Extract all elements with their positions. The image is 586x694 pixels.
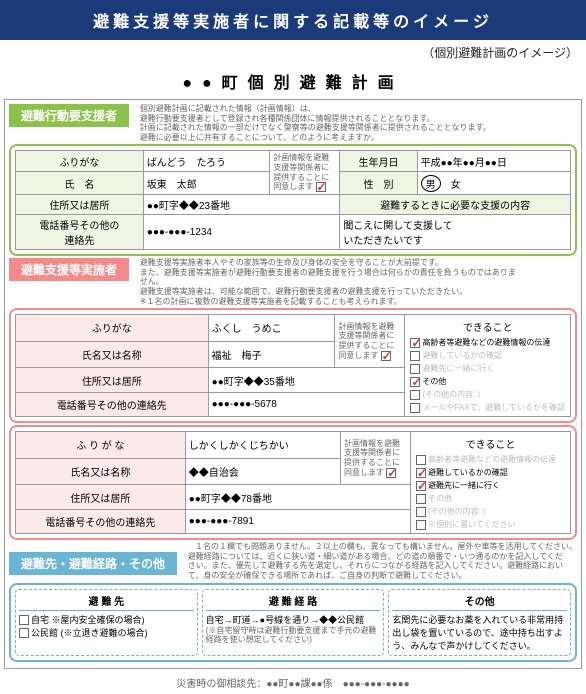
cando-title: できること [414, 434, 567, 453]
support-text: 聞こえに関して支援して いただきたいです [340, 215, 571, 250]
route-note: (※自宅留守時は避難行動要支援まで手元の避難経路を使い想定してください) [206, 626, 381, 645]
cando-item: メールやFAXで、避難しているかを確認 [408, 401, 567, 414]
section2-hint: 避難支援等実施者本人やその家族等の生命及び身体の安全を守ることが大前提です。 ま… [140, 258, 520, 306]
footer-contact: 災害時の御相談先：●●町●●課●●係 ●●●-●●●-●●●● [0, 671, 586, 694]
s2-furigana: しかくしかくじちかい [185, 432, 340, 459]
other-text: 玄関先に必要なお薬を入れている非常用持出し袋を置いているので、途中持ち出すよう、… [392, 613, 567, 652]
route-col: 避 難 経 路 自宅→町道→●号線を通り→◆◆公民館 (※自宅留守時は避難行動要… [202, 589, 385, 656]
sex-value: 男 女 [417, 172, 570, 195]
section-route: 避難先・避難経路・その他 避難経路については、近くに狭い道・細い道がある場合、ど… [9, 552, 577, 662]
s2-addr: ●●町字◆◆78番地 [185, 485, 410, 509]
section3-hint: 避難経路については、近くに狭い道・細い道がある場合、どの道の順番で・いつ通るのか… [188, 552, 568, 581]
route-text: 自宅→町道→●号線を通り→◆◆公民館 [206, 613, 381, 626]
section2-note: １名の１欄でも問題ありません。２以上の欄も、異なっても構いません。屋外や車等を活… [9, 542, 577, 552]
name-value: 坂東 太郎 [143, 172, 270, 195]
dest-title: 避 難 先 [19, 593, 194, 611]
section-supporters: 避難支援等実施者 避難支援等実施者本人やその家族等の生命及び身体の安全を守ること… [9, 258, 577, 552]
s2-tel: ●●●-●●●-7891 [185, 509, 410, 533]
checkbox-icon [410, 364, 420, 374]
name-label: 氏 名 [16, 172, 144, 195]
person-table: ふりがな ばんどう たろう 計画情報を避難 支援等関係者に 提供することに 同意… [15, 150, 571, 250]
checkbox-icon [416, 520, 426, 530]
s1-addr: ●●町字◆◆35番地 [208, 368, 405, 392]
checkbox-icon [19, 615, 29, 625]
s1-name-label: 氏名又は名称 [16, 341, 209, 368]
checkbox-icon [410, 390, 420, 400]
cando-title: できること [408, 317, 567, 336]
cando-item: 高齢者等避難などの避難情報の伝達 [408, 336, 567, 349]
tel-value: ●●●-●●●-1234 [143, 215, 340, 250]
s1-tel: ●●●-●●●-5678 [208, 392, 405, 416]
cando-item: 避難先に一緒に行く [414, 479, 567, 492]
other-title: その他 [392, 593, 567, 611]
furigana-label: ふりがな [16, 151, 144, 172]
route-title: 避 難 経 路 [206, 593, 381, 611]
sex-label: 性 別 [340, 172, 417, 195]
banner-title: 避難支援等実施者に関する記載等のイメージ [0, 0, 586, 40]
address-value: ●●町字◆◆23番地 [143, 195, 340, 215]
checkbox-icon [416, 468, 426, 478]
cando-item: 避難先に一緒に行く [408, 362, 567, 375]
cando-item: その他 [408, 375, 567, 388]
checkbox-icon [410, 338, 420, 348]
support-label: 避難するときに必要な支援の内容 [340, 195, 571, 215]
main-title: ●●町個別避難計画 [0, 65, 586, 97]
cando-item: (その他の内容: ) [408, 388, 567, 401]
cando-item: 避難しているかの確認 [408, 349, 567, 362]
dest-item: 公民館 (※立退き避難の場合) [19, 626, 194, 639]
cando-item: (その他の内容: ) [414, 505, 567, 518]
s1-furigana-label: ふりがな [16, 315, 209, 342]
s2-cando: できること 高齢者等避難などの避難情報の伝達避難しているかの確認避難先に一緒に行… [411, 432, 571, 534]
s2-consent: 計画情報を避難 支援等関係者に 提供することに 同意します [341, 432, 411, 485]
cando-item: ※個別に書いてください [414, 518, 567, 531]
section2-label: 避難支援等実施者 [9, 258, 129, 281]
cando-item: その他 [414, 492, 567, 505]
subtitle: （個別避難計画のイメージ） [0, 40, 586, 65]
checkbox-icon [410, 403, 420, 413]
supporter-1: ふりがな ふくし うめこ 計画情報を避難 支援等関係者に 提供することに 同意し… [9, 308, 577, 423]
dest-item: 自宅 ※屋内安全確保の場合) [19, 613, 194, 626]
supporter-2: ふ り が な しかくしかくじちかい 計画情報を避難 支援等関係者に 提供するこ… [9, 425, 577, 540]
address-label: 住所又は居所 [16, 195, 144, 215]
consent-check-icon [316, 182, 326, 192]
other-col: その他 玄関先に必要なお薬を入れている非常用持出し袋を置いているので、途中持ち出… [388, 589, 571, 656]
section3-label: 避難先・避難経路・その他 [9, 552, 177, 575]
furigana-value: ばんどう たろう [143, 151, 270, 172]
consent-check-icon [381, 351, 391, 361]
s2-furigana-label: ふ り が な [16, 432, 186, 459]
s2-name-label: 氏名又は名称 [16, 458, 186, 485]
checkbox-icon [416, 455, 426, 465]
consent-check-icon [386, 468, 396, 478]
section-supported-person: 避難行動要支援者 個別避難計画に記載された情報（計画情報）は、 避難行動要支援者… [9, 104, 577, 256]
dest-col: 避 難 先 自宅 ※屋内安全確保の場合)公民館 (※立退き避難の場合) [15, 589, 198, 656]
cando-item: 高齢者等避難などの避難情報の伝達 [414, 453, 567, 466]
birth-value: 平成●●年●●月●●日 [417, 151, 570, 172]
checkbox-icon [410, 377, 420, 387]
section1-label: 避難行動要支援者 [9, 104, 129, 127]
cando-item: 避難しているかの確認 [414, 466, 567, 479]
s2-tel-label: 電話番号その他の連絡先 [16, 509, 186, 533]
s1-consent: 計画情報を避難 支援等関係者に 提供することに 同意します [335, 315, 405, 368]
s1-tel-label: 電話番号その他の連絡先 [16, 392, 209, 416]
s1-furigana: ふくし うめこ [208, 315, 335, 342]
birth-label: 生年月日 [340, 151, 417, 172]
s1-cando: できること 高齢者等避難などの避難情報の伝達避難しているかの確認避難先に一緒に行… [405, 315, 571, 417]
checkbox-icon [416, 507, 426, 517]
tel-label: 電話番号その他の 連絡先 [16, 215, 144, 250]
s1-addr-label: 住所又は居所 [16, 368, 209, 392]
s2-addr-label: 住所又は居所 [16, 485, 186, 509]
s1-name: 福祉 梅子 [208, 341, 335, 368]
checkbox-icon [19, 628, 29, 638]
document-body: 避難行動要支援者 個別避難計画に記載された情報（計画情報）は、 避難行動要支援者… [4, 99, 582, 669]
section1-hint: 個別避難計画に記載された情報（計画情報）は、 避難行動要支援者として登録され各種… [140, 104, 520, 142]
consent-box: 計画情報を避難 支援等関係者に 提供することに 同意します [270, 151, 340, 195]
checkbox-icon [410, 351, 420, 361]
s2-name: ◆◆自治会 [185, 458, 340, 485]
checkbox-icon [416, 494, 426, 504]
checkbox-icon [416, 481, 426, 491]
